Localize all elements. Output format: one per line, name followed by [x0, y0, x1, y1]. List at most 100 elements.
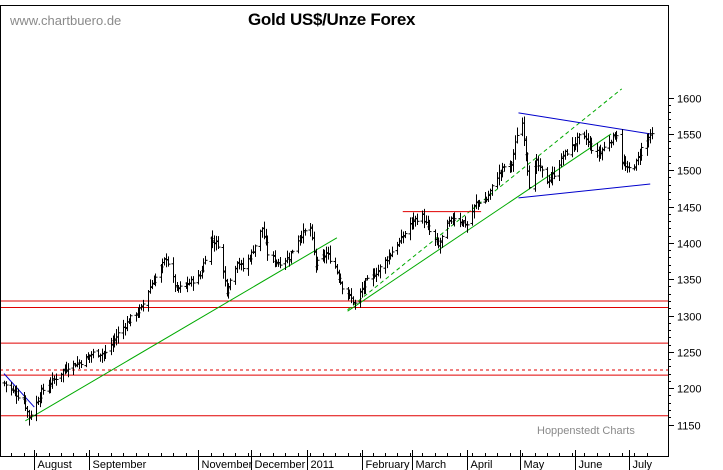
ohlc-bar — [383, 257, 388, 274]
ohlc-bar — [639, 142, 644, 161]
ohlc-bar — [166, 256, 171, 267]
ohlc-bar — [235, 261, 240, 273]
ohlc-bar — [296, 235, 301, 254]
ohlc-bar — [173, 274, 178, 293]
ohlc-bar — [178, 281, 183, 293]
ohlc-bar — [79, 360, 84, 368]
ohlc-bar — [636, 151, 641, 166]
ohlc-bar — [41, 383, 46, 395]
ohlc-bar — [650, 127, 655, 140]
ohlc-bar — [214, 235, 219, 251]
ohlc-bar — [265, 235, 270, 261]
ohlc-bar — [353, 299, 358, 310]
ohlc-bar — [121, 319, 126, 340]
ohlc-bar — [54, 373, 59, 386]
ohlc-bar — [148, 279, 153, 294]
ohlc-bar — [328, 245, 333, 264]
y-tick-label: 1300 — [677, 312, 701, 324]
ohlc-bar — [71, 360, 76, 375]
ohlc-bar — [602, 141, 607, 152]
ohlc-bar — [632, 164, 637, 171]
ohlc-bar — [378, 264, 383, 279]
ohlc-bar — [627, 162, 632, 173]
x-tick-label: September — [93, 459, 147, 470]
ohlc-bar — [490, 184, 495, 196]
plot-frame — [0, 5, 669, 457]
x-tick-label: May — [524, 459, 545, 470]
ohlc-bar — [465, 221, 470, 233]
ohlc-bar — [520, 117, 525, 137]
ohlc-bar — [77, 359, 82, 369]
trend-line — [518, 183, 651, 199]
ohlc-bar — [401, 231, 406, 244]
ohlc-bar — [438, 237, 443, 254]
ohlc-bar — [100, 348, 105, 363]
ohlc-bar — [216, 236, 221, 249]
plot-border — [0, 5, 669, 457]
ohlc-bar — [561, 150, 566, 166]
ohlc-bar — [395, 241, 400, 255]
ohlc-bar — [360, 282, 365, 298]
ohlc-bar — [502, 163, 507, 172]
ohlc-bar — [150, 279, 155, 290]
ohlc-bar — [260, 227, 265, 238]
y-tick-label: 1350 — [677, 275, 701, 287]
ohlc-bar — [301, 223, 306, 244]
y-tick-label: 1500 — [677, 166, 701, 178]
ohlc-bar — [515, 127, 520, 144]
ohlc-bar — [241, 257, 246, 272]
x-tick-label: November — [202, 459, 253, 470]
ohlc-bar — [103, 344, 108, 360]
ohlc-bar — [575, 132, 580, 153]
ohlc-bar — [228, 278, 233, 291]
ohlc-bar — [153, 273, 158, 287]
ohlc-bar — [125, 315, 130, 332]
ohlc-bar — [253, 244, 258, 257]
source-credit: Hoppenstedt Charts — [537, 425, 635, 437]
ohlc-bar — [246, 254, 251, 276]
x-tick-label: 2011 — [311, 459, 335, 470]
ohlc-bar — [390, 246, 395, 258]
x-axis: August September November December 2011 Febru… — [11, 450, 653, 470]
ohlc-bar — [365, 275, 370, 281]
watermark: www.chartbuero.de — [10, 13, 122, 28]
ohlc-bar — [586, 133, 591, 148]
ohlc-bar — [552, 166, 557, 180]
ohlc-bar — [403, 231, 408, 239]
ohlc-bar — [589, 137, 594, 154]
x-tick-label: June — [579, 459, 603, 470]
ohlc-bar — [424, 215, 429, 225]
ohlc-bar — [527, 165, 532, 190]
trend-line — [347, 133, 612, 312]
ohlc-bar — [408, 217, 413, 241]
x-tick-label: February — [366, 459, 411, 470]
ohlc-bar — [557, 160, 562, 182]
price-bars — [2, 116, 655, 426]
ohlc-bar — [171, 257, 176, 283]
ohlc-bar — [290, 249, 295, 254]
ohlc-bar — [376, 264, 381, 277]
ohlc-bar — [340, 281, 345, 295]
ohlc-bar — [582, 131, 587, 140]
ohlc-bar — [513, 135, 518, 160]
x-tick-label: December — [255, 459, 306, 470]
ohlc-bar — [565, 149, 570, 156]
ohlc-bar — [415, 213, 420, 225]
y-tick-label: 1600 — [677, 94, 701, 106]
ohlc-bar — [495, 172, 500, 189]
trend-lines — [3, 88, 651, 422]
ohlc-bar — [559, 153, 564, 168]
ohlc-bar — [303, 228, 308, 236]
ohlc-bar — [399, 229, 404, 244]
ohlc-bar — [449, 216, 454, 224]
ohlc-bar — [66, 363, 71, 378]
x-tick-label: March — [416, 459, 447, 470]
ohlc-bar — [191, 276, 196, 291]
ohlc-bar — [584, 129, 589, 146]
trend-line — [25, 237, 338, 422]
ohlc-bar — [648, 129, 653, 144]
y-tick-label: 1550 — [677, 130, 701, 142]
y-tick-label: 1450 — [677, 203, 701, 215]
ohlc-bar — [201, 258, 206, 273]
ohlc-bar — [98, 353, 103, 362]
